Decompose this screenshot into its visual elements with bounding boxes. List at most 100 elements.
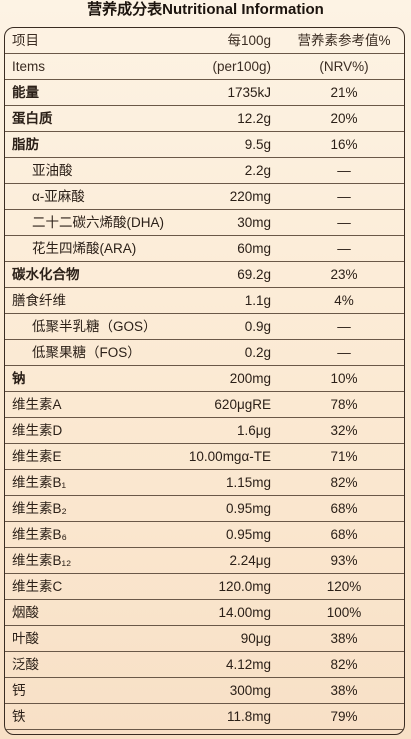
table-row: 脂肪 9.5g 16% bbox=[5, 132, 404, 158]
nutrient-name: 蛋白质 bbox=[12, 111, 53, 126]
table-row: 维生素B₂ 0.95mg 68% bbox=[5, 496, 404, 522]
nutrient-name: 脂肪 bbox=[12, 137, 39, 152]
nutrient-value: 1.15mg bbox=[225, 475, 271, 490]
table-row: 钠 200mg 10% bbox=[5, 366, 404, 392]
nutrient-value: 2.2g bbox=[244, 163, 271, 178]
table-row: 二十二碳六烯酸(DHA) 30mg — bbox=[5, 210, 404, 236]
nutrient-value: 1735kJ bbox=[227, 85, 271, 100]
nutrient-nrv: 78% bbox=[330, 397, 358, 412]
header-item-label: 项目 bbox=[12, 33, 39, 48]
nutrient-nrv: 93% bbox=[330, 553, 358, 568]
table-row: 烟酸 14.00mg 100% bbox=[5, 600, 404, 626]
nutrient-nrv: — bbox=[337, 189, 351, 204]
nutrient-nrv: — bbox=[337, 163, 351, 178]
nutrient-name: 二十二碳六烯酸(DHA) bbox=[32, 215, 164, 230]
header-value-label-en: (per100g) bbox=[212, 59, 271, 74]
nutrient-name: α-亚麻酸 bbox=[32, 189, 85, 204]
page-title: 营养成分表Nutritional Information bbox=[87, 1, 324, 18]
header-nrv-label-en: (NRV%) bbox=[319, 59, 369, 74]
nutrient-nrv: 55% bbox=[291, 730, 397, 734]
nutrient-nrv: 10% bbox=[330, 371, 358, 386]
nutrient-value: 90μg bbox=[240, 631, 271, 646]
nutrition-table: 项目 每100g 营养素参考值% Items (per100g) (NRV%) … bbox=[4, 27, 405, 735]
nutrient-value: 1.6μg bbox=[236, 423, 271, 438]
header-nrv-label: 营养素参考值% bbox=[297, 33, 391, 48]
nutrient-nrv: — bbox=[337, 345, 351, 360]
table-row: 维生素B₆ 0.95mg 68% bbox=[5, 522, 404, 548]
nutrient-value: 120.0mg bbox=[218, 579, 271, 594]
nutrient-nrv: — bbox=[337, 241, 351, 256]
table-row: 维生素C 120.0mg 120% bbox=[5, 574, 404, 600]
nutrient-value: 0.2g bbox=[244, 345, 271, 360]
nutrient-name: 低聚果糖（FOS） bbox=[32, 345, 141, 360]
header-item-label-en: Items bbox=[12, 59, 46, 74]
nutrient-nrv: 120% bbox=[326, 579, 362, 594]
table-row: 叶酸 90μg 38% bbox=[5, 626, 404, 652]
nutrient-name: 维生素C bbox=[12, 579, 63, 594]
nutrient-nrv: 38% bbox=[330, 631, 358, 646]
nutrient-name: 花生四烯酸(ARA) bbox=[32, 241, 137, 256]
nutrient-value: 300mg bbox=[229, 683, 271, 698]
nutrient-name: 维生素A bbox=[12, 397, 62, 412]
nutrient-nrv: 82% bbox=[330, 475, 358, 490]
nutrient-nrv: — bbox=[337, 319, 351, 334]
nutrient-nrv: 100% bbox=[326, 605, 362, 620]
nutrient-value: 4.12mg bbox=[225, 657, 271, 672]
table-row: 亚油酸 2.2g — bbox=[5, 158, 404, 184]
nutrient-name: 烟酸 bbox=[12, 605, 39, 620]
nutrient-value: 30mg bbox=[237, 215, 271, 230]
nutrient-name: 能量 bbox=[12, 85, 39, 100]
nutrient-nrv: 82% bbox=[330, 657, 358, 672]
nutrient-name: 钠 bbox=[12, 371, 26, 386]
table-header-row-cn: 项目 每100g 营养素参考值% bbox=[5, 28, 404, 54]
table-row: 低聚半乳糖（GOS） 0.9g — bbox=[5, 314, 404, 340]
nutrient-nrv: 21% bbox=[330, 85, 358, 100]
nutrient-value: 0.95mg bbox=[225, 527, 271, 542]
nutrient-nrv: — bbox=[337, 215, 351, 230]
nutrient-name: 维生素D bbox=[12, 423, 63, 438]
nutrient-value: 14.00mg bbox=[218, 605, 271, 620]
nutrient-value: 8.20mg bbox=[145, 730, 271, 734]
table-row: 维生素E 10.00mgα-TE 71% bbox=[5, 444, 404, 470]
nutrient-nrv: 32% bbox=[330, 423, 358, 438]
nutrient-value: 220mg bbox=[229, 189, 271, 204]
table-row: 蛋白质 12.2g 20% bbox=[5, 106, 404, 132]
table-row: 铁 11.8mg 79% bbox=[5, 704, 404, 730]
nutrient-nrv: 16% bbox=[330, 137, 358, 152]
nutrient-name: 维生素B₆ bbox=[12, 527, 67, 542]
header-value-label: 每100g bbox=[227, 33, 271, 48]
nutrient-name: 低聚半乳糖（GOS） bbox=[32, 319, 157, 334]
nutrient-name: 叶酸 bbox=[12, 631, 39, 646]
table-row: 碳水化合物 69.2g 23% bbox=[5, 262, 404, 288]
nutrient-nrv: 71% bbox=[330, 449, 358, 464]
nutrient-value: 10.00mgα-TE bbox=[188, 449, 271, 464]
nutrient-value: 620μgRE bbox=[214, 397, 271, 412]
nutrient-name: 泛酸 bbox=[12, 657, 39, 672]
table-row: 锌 8.20mg 55% bbox=[5, 730, 404, 734]
table-row: 花生四烯酸(ARA) 60mg — bbox=[5, 236, 404, 262]
nutrient-value: 0.9g bbox=[244, 319, 271, 334]
nutrient-nrv: 20% bbox=[330, 111, 358, 126]
nutrient-value: 9.5g bbox=[244, 137, 271, 152]
nutrient-nrv: 68% bbox=[330, 501, 358, 516]
nutrient-value: 11.8mg bbox=[226, 709, 271, 724]
table-row: 维生素B₁₂ 2.24μg 93% bbox=[5, 548, 404, 574]
nutrient-nrv: 68% bbox=[330, 527, 358, 542]
nutrient-value: 2.24μg bbox=[229, 553, 271, 568]
table-row: 低聚果糖（FOS） 0.2g — bbox=[5, 340, 404, 366]
nutrient-nrv: 4% bbox=[334, 293, 354, 308]
nutrient-nrv: 23% bbox=[330, 267, 358, 282]
nutrient-value: 0.95mg bbox=[225, 501, 271, 516]
table-row: α-亚麻酸 220mg — bbox=[5, 184, 404, 210]
table-row: 维生素D 1.6μg 32% bbox=[5, 418, 404, 444]
nutrient-nrv: 79% bbox=[330, 709, 358, 724]
table-row: 能量 1735kJ 21% bbox=[5, 80, 404, 106]
table-row: 泛酸 4.12mg 82% bbox=[5, 652, 404, 678]
nutrient-name: 铁 bbox=[12, 709, 26, 724]
nutrient-name: 维生素B₂ bbox=[12, 501, 67, 516]
table-row: 维生素B₁ 1.15mg 82% bbox=[5, 470, 404, 496]
nutrient-name: 维生素B₁ bbox=[12, 475, 67, 490]
nutrient-value: 200mg bbox=[229, 371, 271, 386]
nutrient-name: 维生素E bbox=[12, 449, 62, 464]
nutrient-name: 钙 bbox=[12, 683, 26, 698]
